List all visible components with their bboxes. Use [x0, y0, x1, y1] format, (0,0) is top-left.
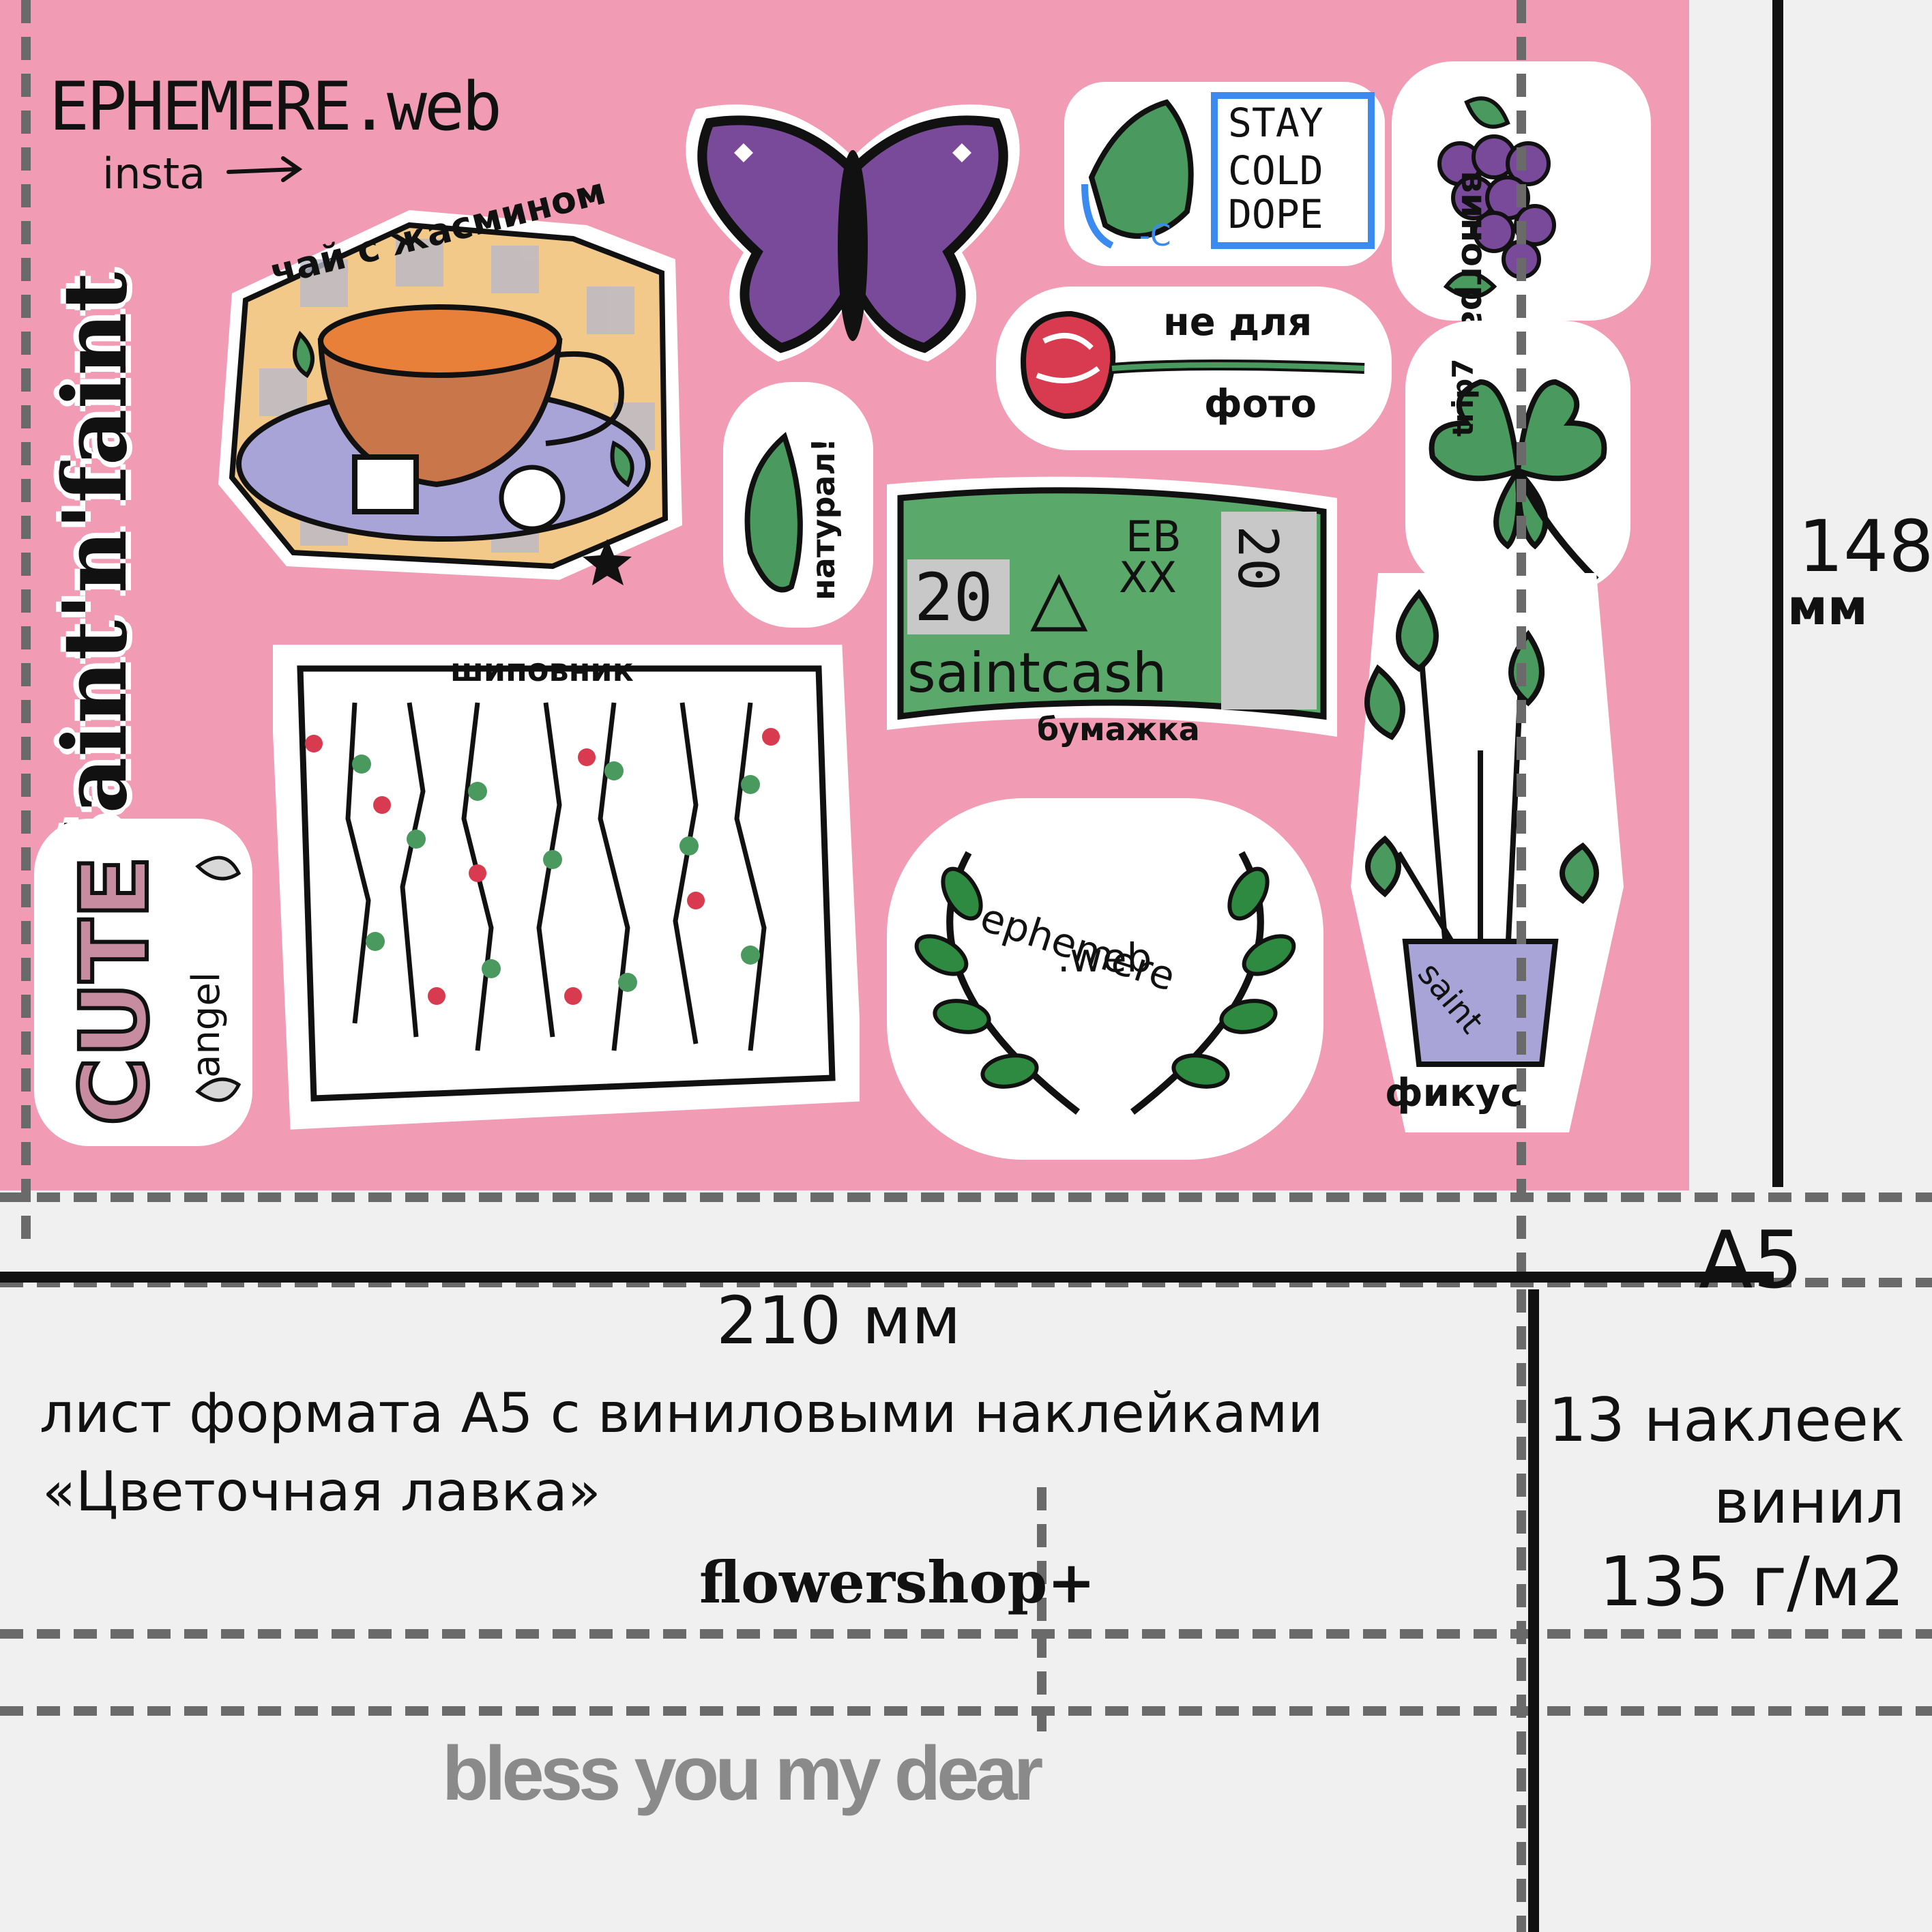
footer-slogan: bless you my dear	[442, 1731, 1043, 1816]
spec-density: 135 г/м2	[1599, 1542, 1905, 1622]
arrow-right-icon	[226, 156, 303, 182]
denom-left: 20	[914, 559, 993, 636]
c-tag: -C	[1139, 218, 1171, 253]
rosehip-sticker: шиповник	[273, 614, 860, 1132]
brand-handle: EPHEMERE.web	[49, 68, 502, 146]
stay-cold-sticker: STAY COLD DOPE -C	[1064, 75, 1385, 273]
stay-line: STAY	[1228, 100, 1323, 146]
insta-label: insta	[102, 149, 206, 199]
height-unit: мм	[1787, 579, 1868, 636]
width-label: 210 мм	[716, 1283, 961, 1359]
flowershop-brand: flowershop+	[699, 1549, 1096, 1616]
dope-line: DOPE	[1228, 191, 1323, 237]
tea-sticker: чай с жасмином	[205, 169, 696, 607]
code-top: EB	[1126, 512, 1182, 561]
description-line1: лист формата А5 с виниловыми наклейками	[40, 1381, 1323, 1445]
description-line2: «Цветочная лавка»	[42, 1460, 601, 1523]
rose-sticker: не для фото	[996, 287, 1392, 450]
banknote-caption: бумажка	[1037, 711, 1200, 748]
ficus-caption: фикус	[1385, 1071, 1523, 1115]
cold-line: COLD	[1228, 147, 1323, 194]
banknote-sticker: 20 △ EB XX 20 saintcash бумажка	[880, 471, 1344, 764]
laurel-line2: .web	[1057, 935, 1152, 981]
spec-material: винил	[1713, 1467, 1905, 1537]
natural-leaf-sticker: натурал!	[723, 382, 873, 628]
spec-count: 13 наклеек	[1548, 1385, 1905, 1455]
cute-angel-sticker: CUTE angel	[34, 819, 252, 1146]
butterfly-icon	[686, 104, 1020, 362]
triangle-icon: △	[1030, 553, 1088, 640]
ficus-sticker: saint фикус	[1337, 546, 1637, 1160]
rose-line1: не для	[1163, 300, 1313, 345]
height-value: 148	[1798, 505, 1932, 588]
laurel-sticker: ephemere .web	[887, 798, 1323, 1160]
code-bottom: XX	[1119, 553, 1177, 602]
rosehip-label: шиповник	[450, 652, 634, 688]
rose-line2: фото	[1204, 382, 1317, 426]
format-label: A5	[1699, 1214, 1804, 1306]
saintcash-label: saintcash	[907, 641, 1167, 705]
